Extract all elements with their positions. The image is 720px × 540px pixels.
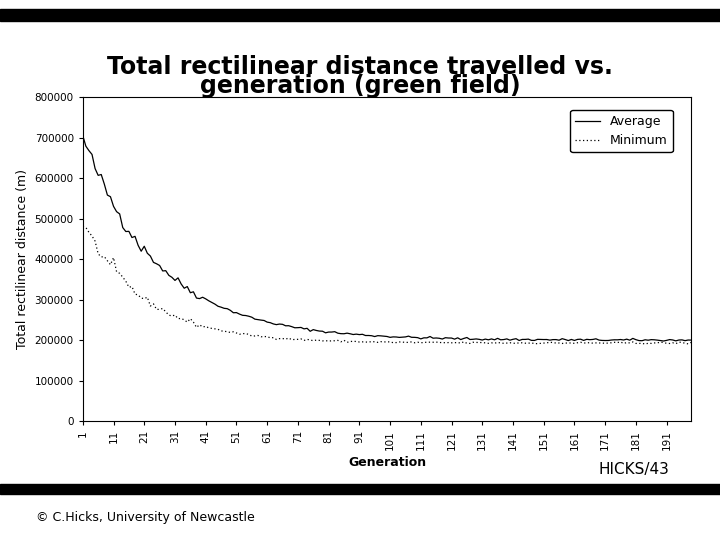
Text: Total rectilinear distance travelled vs.: Total rectilinear distance travelled vs.: [107, 56, 613, 79]
Legend: Average, Minimum: Average, Minimum: [570, 110, 672, 152]
Text: generation (green field): generation (green field): [199, 75, 521, 98]
Text: © C.Hicks, University of Newcastle: © C.Hicks, University of Newcastle: [36, 511, 255, 524]
Y-axis label: Total rectilinear distance (m): Total rectilinear distance (m): [16, 169, 29, 349]
Text: HICKS/43: HICKS/43: [599, 462, 670, 477]
X-axis label: Generation: Generation: [348, 456, 426, 469]
